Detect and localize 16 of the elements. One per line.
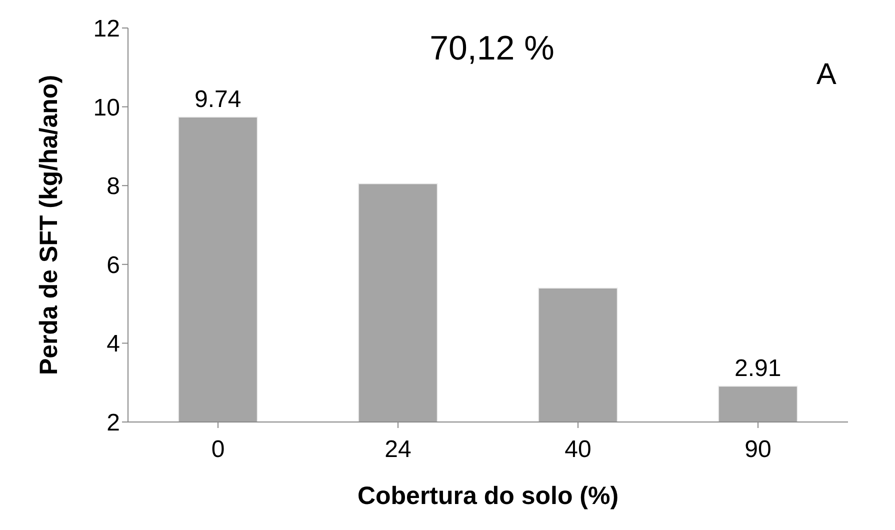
- y-tick-label: 12: [93, 16, 120, 43]
- x-tick-label: 0: [211, 436, 225, 464]
- y-tick-label: 8: [106, 173, 120, 200]
- y-tick-label: 2: [106, 410, 120, 437]
- y-tick-label: 10: [93, 94, 120, 122]
- data-label: 9.74: [194, 86, 242, 114]
- x-tick-label: 24: [384, 436, 412, 464]
- x-tick-label: 40: [564, 436, 592, 464]
- y-tick-label: 6: [106, 252, 120, 279]
- y-tick-label: 4: [106, 330, 120, 358]
- x-axis-title: Cobertura do solo (%): [357, 482, 619, 510]
- annotation: A: [816, 58, 836, 92]
- x-tick-label: 90: [744, 436, 772, 464]
- annotation: 70,12 %: [430, 30, 554, 69]
- data-label: 2.91: [734, 355, 782, 382]
- y-axis-title: Perda de SFT (kg/ha/ano): [34, 74, 63, 376]
